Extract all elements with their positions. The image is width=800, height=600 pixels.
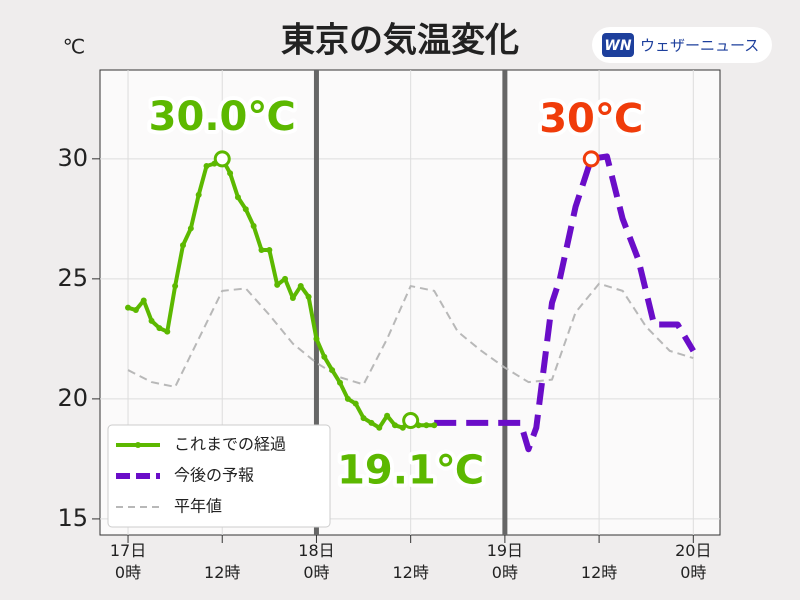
x-tick-label: 12時	[204, 563, 240, 582]
series-line	[434, 153, 696, 453]
x-tick-label: 12時	[392, 563, 428, 582]
data-point	[376, 424, 383, 431]
annotation: 30℃	[539, 96, 643, 142]
data-point	[337, 379, 344, 386]
data-point	[305, 293, 312, 300]
data-point	[234, 194, 241, 201]
data-point	[156, 325, 163, 332]
x-tick-label: 18日 0時	[298, 541, 334, 582]
data-point	[282, 275, 289, 282]
peak-marker	[213, 150, 231, 168]
x-tick-label-line: 12時	[581, 563, 617, 582]
x-tick-label-line: 12時	[392, 563, 428, 582]
x-tick-label-line: 0時	[303, 563, 329, 582]
peak-marker	[582, 150, 600, 168]
data-point	[297, 283, 304, 290]
data-point	[360, 415, 367, 422]
x-tick-label: 17日 0時	[110, 541, 146, 582]
x-tick-label-line: 18日	[298, 541, 334, 560]
legend-box	[107, 424, 331, 528]
y-axis-label: ℃	[63, 35, 85, 59]
data-point	[274, 281, 281, 288]
data-point	[203, 163, 210, 170]
data-point	[266, 247, 273, 254]
data-point	[321, 353, 328, 360]
data-point	[423, 422, 430, 429]
y-tick-label: 15	[57, 504, 88, 532]
series-line	[127, 156, 435, 430]
x-tick-label-line: 19日	[487, 541, 523, 560]
data-point	[289, 295, 296, 302]
annotation: 30.0℃	[149, 94, 296, 140]
data-point	[258, 247, 265, 254]
x-tick-label-line: 17日	[110, 541, 146, 560]
y-tick-label: 30	[57, 144, 88, 172]
data-point	[344, 395, 351, 402]
series-line	[127, 282, 694, 388]
data-point	[313, 335, 320, 342]
data-point	[132, 307, 139, 314]
data-point	[140, 297, 147, 304]
x-tick-label-line: 0時	[492, 563, 518, 582]
data-point	[242, 206, 249, 213]
x-tick-label-line: 12時	[204, 563, 240, 582]
data-point	[172, 283, 179, 290]
annotation: 19.1℃	[337, 447, 484, 493]
logo-mark: WN	[604, 38, 631, 54]
legend-dot	[135, 442, 141, 448]
data-point	[195, 191, 202, 198]
logo-box	[592, 27, 772, 63]
x-tick-label: 12時	[581, 563, 617, 582]
legend-label: これまでの経過	[174, 435, 286, 454]
data-point	[368, 419, 375, 426]
y-tick-label: 20	[57, 384, 88, 412]
x-tick-label-line: 0時	[680, 563, 706, 582]
x-tick-label: 20日 0時	[675, 541, 711, 582]
peak-marker	[402, 411, 420, 429]
logo-icon	[602, 33, 634, 57]
chart-title: 東京の気温変化	[281, 21, 519, 61]
legend-label: 今後の予報	[174, 466, 254, 485]
data-point	[179, 242, 186, 249]
data-point	[125, 304, 132, 311]
data-point	[384, 412, 391, 419]
logo-text: ウェザーニュース	[640, 37, 759, 55]
x-tick-label-line: 20日	[675, 541, 711, 560]
data-point	[352, 400, 359, 407]
data-point	[399, 424, 406, 431]
data-point	[164, 328, 171, 335]
legend-label: 平年値	[174, 497, 222, 516]
data-point	[187, 225, 194, 232]
data-point	[391, 422, 398, 429]
data-point	[329, 367, 336, 374]
data-point	[250, 223, 257, 230]
data-point	[431, 422, 438, 429]
y-tick-label: 25	[57, 264, 88, 292]
x-tick-label: 19日 0時	[487, 541, 523, 582]
data-point	[148, 317, 155, 324]
data-point	[227, 170, 234, 177]
x-tick-label-line: 0時	[115, 563, 141, 582]
